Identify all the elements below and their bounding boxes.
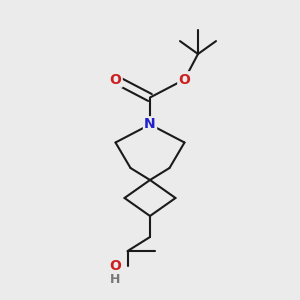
Text: O: O [110, 73, 122, 86]
Text: N: N [144, 118, 156, 131]
Text: H: H [110, 273, 121, 286]
Text: O: O [110, 259, 122, 272]
Text: O: O [178, 73, 190, 86]
